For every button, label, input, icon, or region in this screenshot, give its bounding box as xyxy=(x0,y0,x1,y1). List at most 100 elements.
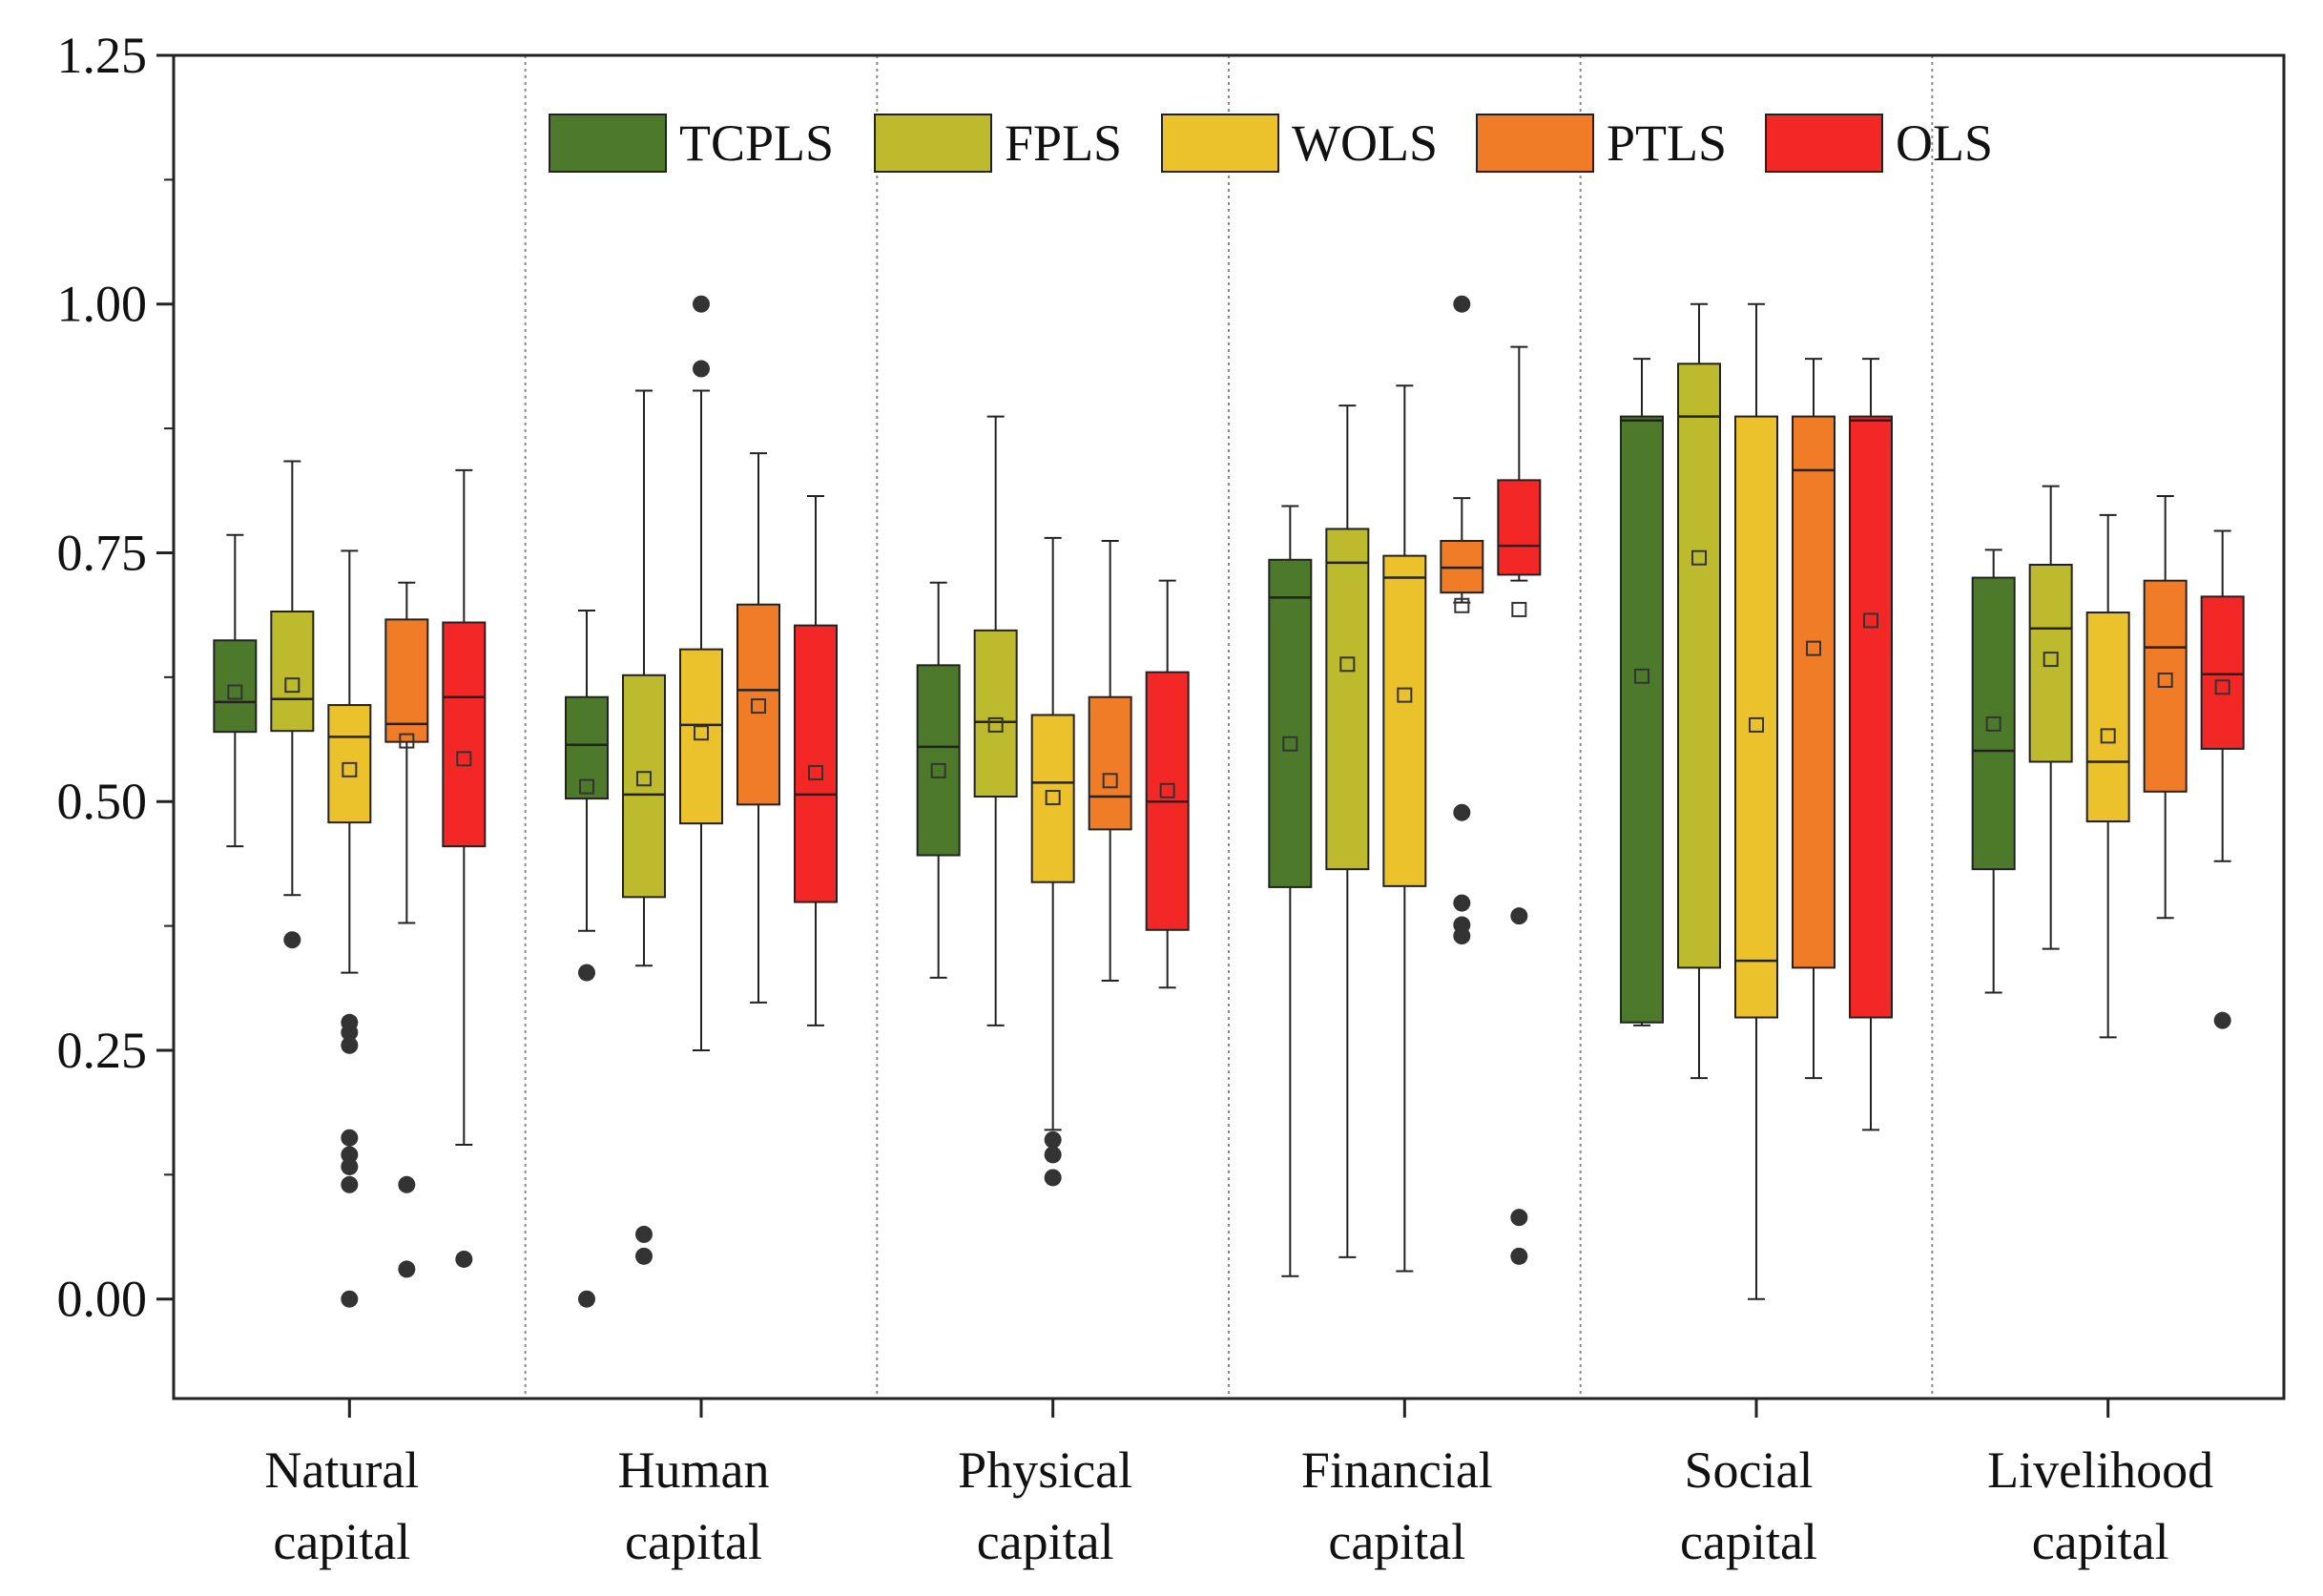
category-label-line2: capital xyxy=(2032,1513,2169,1570)
box-tcpls-livelihood xyxy=(1971,549,2016,994)
box-iqr xyxy=(2143,579,2188,793)
mean-marker xyxy=(2157,672,2173,688)
box-tcpls-human xyxy=(565,609,609,1308)
outlier-point xyxy=(341,1036,359,1054)
mean-marker xyxy=(456,751,472,767)
box-iqr xyxy=(2085,611,2130,823)
box-iqr xyxy=(1088,695,1132,831)
outlier-point xyxy=(341,1290,359,1308)
box-ptls-social xyxy=(1792,358,1836,1080)
category-label-line1: Natural xyxy=(264,1441,419,1499)
box-tcpls-natural xyxy=(213,533,258,848)
mean-marker xyxy=(1397,687,1413,703)
box-tcpls-physical xyxy=(916,581,961,979)
outlier-point xyxy=(341,1129,359,1147)
mean-marker xyxy=(1634,668,1649,684)
box-fpls-financial xyxy=(1325,404,1370,1258)
mean-marker xyxy=(1863,612,1878,629)
mean-marker xyxy=(636,771,652,787)
y-axis: 0.00 0.25 0.50 0.75 1.00 1.25 xyxy=(57,27,174,1328)
box-tcpls-financial xyxy=(1268,505,1313,1277)
outlier-point xyxy=(455,1250,473,1268)
category-label-line1: Human xyxy=(618,1441,770,1499)
outlier-point xyxy=(578,1290,595,1308)
y-tick-label: 1.00 xyxy=(57,276,148,333)
box-series xyxy=(213,295,2245,1308)
box-wols-livelihood xyxy=(2085,513,2130,1039)
mean-marker xyxy=(751,698,766,715)
box-ols-natural xyxy=(442,468,487,1268)
x-axis: Natural capital Human capital Physical capita… xyxy=(264,1399,2213,1570)
y-tick-label: 0.75 xyxy=(57,524,148,581)
legend: TCPLS FPLS WOLS PTLS OLS xyxy=(549,114,1993,173)
category-label-line1: Social xyxy=(1685,1441,1814,1499)
box-iqr xyxy=(1268,558,1313,888)
mean-marker xyxy=(1691,549,1707,566)
mean-marker xyxy=(1806,640,1821,656)
y-tick-label: 1.25 xyxy=(57,27,148,84)
box-tcpls-social xyxy=(1620,358,1664,1026)
mean-marker xyxy=(1454,597,1470,613)
category-label-line2: capital xyxy=(625,1513,762,1570)
mean-marker xyxy=(694,725,709,741)
box-wols-physical xyxy=(1030,536,1075,1187)
box-iqr xyxy=(1734,415,1778,1019)
box-ptls-livelihood xyxy=(2143,495,2188,920)
box-wols-financial xyxy=(1382,384,1427,1273)
outlier-point xyxy=(2213,1011,2231,1029)
box-iqr xyxy=(794,624,838,903)
legend-label: PTLS xyxy=(1607,114,1727,172)
outlier-point xyxy=(693,360,710,378)
category-label-line2: capital xyxy=(1680,1513,1817,1570)
outlier-point xyxy=(578,964,595,982)
outlier-point xyxy=(1453,894,1471,912)
box-iqr xyxy=(565,695,609,800)
outlier-point xyxy=(283,931,301,949)
mean-marker xyxy=(808,764,823,780)
mean-marker xyxy=(2043,652,2059,668)
box-iqr xyxy=(1971,576,2016,871)
outlier-point xyxy=(341,1175,359,1193)
category-label-line2: capital xyxy=(273,1513,410,1570)
legend-swatch xyxy=(874,114,992,173)
box-iqr xyxy=(1849,415,1893,1019)
legend-swatch xyxy=(1476,114,1594,173)
mean-marker xyxy=(930,762,946,778)
legend-label: FPLS xyxy=(1005,114,1122,172)
mean-marker xyxy=(1159,782,1175,798)
mean-marker xyxy=(1339,656,1356,673)
box-iqr xyxy=(1677,363,1721,969)
box-ols-physical xyxy=(1145,579,1190,989)
box-wols-social xyxy=(1734,302,1778,1300)
mean-marker xyxy=(1102,773,1118,789)
box-ptls-natural xyxy=(384,581,429,1278)
box-ptls-financial xyxy=(1440,295,1484,945)
outlier-point xyxy=(1453,295,1471,313)
outlier-point xyxy=(693,295,710,313)
outlier-point xyxy=(1044,1130,1062,1149)
legend-item-wols: WOLS xyxy=(1161,114,1438,173)
mean-marker xyxy=(2214,679,2230,695)
outlier-point xyxy=(398,1175,416,1193)
box-iqr xyxy=(213,639,258,734)
outlier-point xyxy=(1044,1146,1062,1164)
outlier-point xyxy=(1510,1247,1528,1265)
legend-item-ols: OLS xyxy=(1765,114,1993,173)
outlier-point xyxy=(398,1260,416,1278)
y-tick-label: 0.00 xyxy=(57,1271,148,1328)
outlier-point xyxy=(341,1146,359,1164)
outlier-point xyxy=(635,1225,653,1243)
y-tick-label: 0.25 xyxy=(57,1022,148,1079)
mean-marker xyxy=(1511,601,1527,617)
mean-marker xyxy=(399,733,415,749)
box-iqr xyxy=(270,611,315,733)
box-iqr xyxy=(1792,415,1836,969)
mean-marker xyxy=(1985,715,2002,732)
legend-label: OLS xyxy=(1896,114,1993,172)
legend-swatch xyxy=(549,114,667,173)
box-iqr xyxy=(1620,415,1664,1024)
box-ols-livelihood xyxy=(2200,529,2245,1029)
box-iqr xyxy=(2200,595,2245,750)
box-fpls-physical xyxy=(973,415,1018,1026)
